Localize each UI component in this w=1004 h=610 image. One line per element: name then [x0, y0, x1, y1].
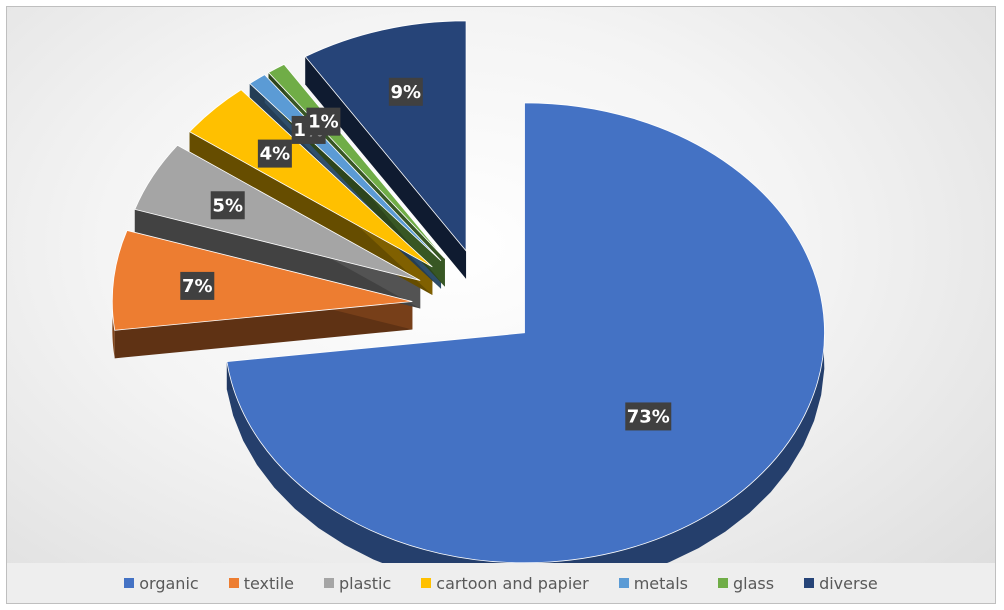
legend-item-cartoon-and-papier: cartoon and papier — [421, 573, 589, 593]
legend-label-plastic: plastic — [339, 573, 392, 593]
data-label-plastic: 5% — [210, 191, 245, 220]
legend: organic textile plastic cartoon and papi… — [7, 563, 995, 603]
data-label-box — [257, 139, 292, 168]
data-label-box — [180, 271, 215, 300]
legend-item-textile: textile — [228, 573, 294, 593]
pie-chart: 73%7%5%4%1%1%9% — [111, 20, 825, 565]
data-label-cartoon-and-papier: 4% — [257, 139, 292, 168]
slice-diverse — [304, 20, 467, 252]
slice-wall — [114, 301, 413, 359]
legend-label-metals: metals — [633, 573, 688, 593]
legend-swatch-metals — [618, 578, 629, 588]
data-label-text: 5% — [212, 195, 243, 216]
slice-wall — [134, 209, 421, 309]
slice-cartoon-and-papier — [188, 89, 433, 268]
legend-label-textile: textile — [243, 573, 294, 593]
slice-wall — [305, 56, 467, 279]
legend-swatch-diverse — [804, 578, 815, 588]
legend-label-glass: glass — [733, 573, 775, 593]
data-label-text: 4% — [260, 144, 291, 165]
data-label-box — [210, 191, 245, 220]
slice-organic — [226, 102, 825, 564]
legend-swatch-glass — [718, 578, 728, 588]
legend-label-diverse: diverse — [819, 573, 878, 593]
data-label-box — [306, 107, 341, 136]
legend-swatch-cartoon-and-papier — [421, 578, 432, 588]
legend-item-organic: organic — [124, 573, 199, 593]
data-label-diverse: 9% — [388, 77, 423, 106]
data-label-organic: 73% — [625, 402, 672, 431]
data-label-text: 73% — [627, 406, 670, 427]
data-label-textile: 7% — [180, 271, 215, 300]
slice-textile — [111, 229, 413, 331]
legend-label-cartoon-and-papier: cartoon and papier — [436, 573, 589, 593]
data-label-box — [625, 402, 672, 431]
legend-item-metals: metals — [618, 573, 688, 593]
data-label-glass: 1% — [306, 107, 341, 136]
legend-swatch-organic — [124, 578, 135, 588]
slice-plastic — [134, 144, 421, 281]
data-label-text: 9% — [391, 82, 422, 103]
data-label-text: 1% — [308, 112, 339, 133]
legend-item-glass: glass — [718, 574, 774, 593]
legend-swatch-plastic — [324, 578, 334, 588]
data-label-text: 7% — [182, 276, 213, 297]
data-label-box — [388, 77, 423, 106]
legend-item-plastic: plastic — [324, 574, 391, 593]
chart-area: 73%7%5%4%1%1%9% organic textile plastic … — [6, 6, 996, 604]
legend-label-organic: organic — [139, 573, 199, 593]
legend-item-diverse: diverse — [804, 574, 878, 593]
legend-swatch-textile — [228, 578, 239, 588]
